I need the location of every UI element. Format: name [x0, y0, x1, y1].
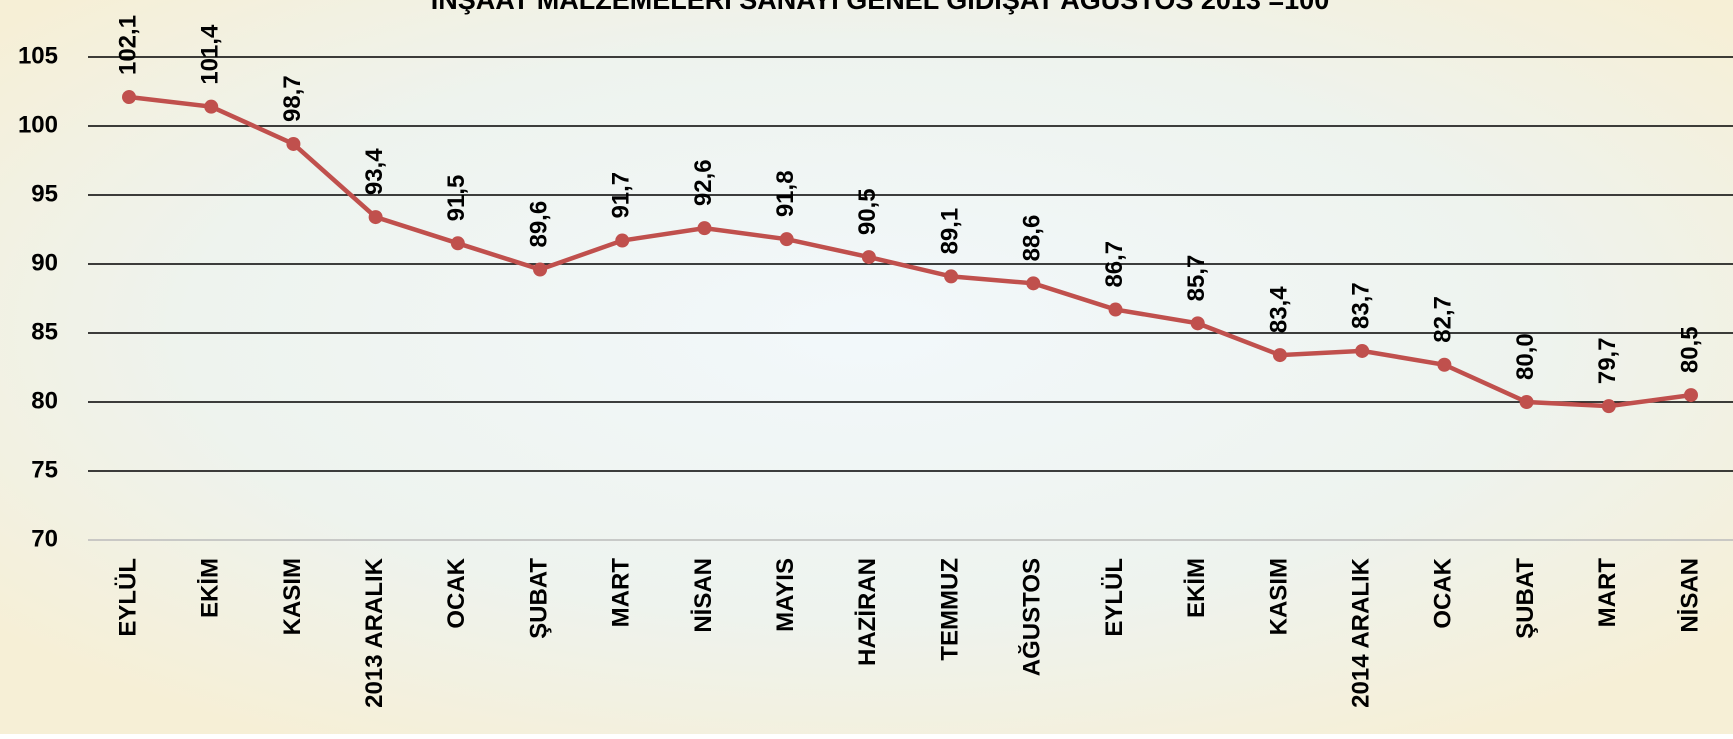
x-tick-label: HAZİRAN [854, 558, 881, 666]
x-tick-label: TEMMUZ [936, 558, 963, 661]
point [615, 233, 630, 248]
value-label: 98,7 [279, 75, 306, 122]
y-tick-label: 95 [31, 180, 58, 207]
x-tick-label: KASIM [279, 558, 306, 635]
x-tick-label: EYLÜL [114, 558, 141, 637]
x-tick-label: ŞUBAT [525, 558, 552, 639]
point [697, 221, 712, 236]
x-tick-label: 2014 ARALIK [1348, 557, 1375, 707]
x-tick-label: EKİM [1183, 558, 1210, 618]
value-label: 102,1 [114, 15, 141, 75]
x-tick-label: MAYIS [772, 558, 799, 632]
value-label: 91,7 [608, 172, 635, 219]
value-label: 91,8 [772, 170, 799, 217]
point [1601, 399, 1616, 414]
value-label: 86,7 [1101, 241, 1128, 288]
point [1519, 395, 1534, 409]
point [1437, 357, 1452, 372]
point [1272, 348, 1287, 363]
x-tick-label: NİSAN [1676, 558, 1703, 633]
point [122, 90, 136, 105]
y-tick-label: 90 [31, 249, 58, 276]
point [1355, 343, 1370, 358]
y-tick-label: 100 [18, 111, 58, 138]
x-tick-label: OCAK [443, 557, 470, 628]
x-tick-label: OCAK [1430, 557, 1457, 628]
x-tick-label: NİSAN [690, 558, 717, 633]
point [286, 136, 301, 151]
x-tick-label: 2013 ARALIK [361, 557, 388, 707]
value-label: 80,0 [1512, 333, 1539, 380]
point [779, 232, 794, 247]
value-label: 92,6 [690, 159, 717, 206]
y-tick-label: 105 [18, 42, 58, 69]
x-tick-label: KASIM [1265, 558, 1292, 635]
value-label: 83,7 [1348, 282, 1375, 329]
point [861, 250, 876, 265]
value-label: 101,4 [197, 24, 224, 85]
x-tick-label: EKİM [197, 558, 224, 618]
x-tick-label: MART [1594, 558, 1621, 628]
point [944, 269, 959, 284]
value-label: 89,1 [936, 208, 963, 255]
value-label: 82,7 [1430, 296, 1457, 343]
point [1026, 276, 1041, 291]
x-tick-label: EYLÜL [1101, 558, 1128, 637]
value-label: 83,4 [1265, 286, 1292, 333]
point [1684, 388, 1698, 403]
value-label: 93,4 [361, 148, 388, 195]
point [368, 210, 383, 225]
chart-title: İNŞAAT MALZEMELERİ SANAYİ GENEL GİDİŞAT … [431, 0, 1329, 15]
value-label: 88,6 [1019, 215, 1046, 262]
value-label: 91,5 [443, 175, 470, 222]
y-tick-label: 75 [31, 456, 58, 483]
point [204, 99, 219, 114]
line [128, 94, 1692, 409]
point [1190, 316, 1205, 331]
y-tick-label: 80 [31, 387, 58, 414]
value-label: 90,5 [854, 188, 881, 235]
value-label: 89,6 [525, 201, 552, 248]
y-tick-label: 85 [31, 318, 58, 345]
point [533, 262, 548, 277]
value-label: 85,7 [1183, 255, 1210, 302]
point [1108, 302, 1123, 317]
value-label: 79,7 [1594, 337, 1621, 384]
y-tick-label: 70 [31, 525, 58, 552]
point [450, 236, 465, 251]
x-tick-label: AĞUSTOS [1018, 558, 1046, 676]
x-tick-label: MART [608, 558, 635, 628]
value-label: 80,5 [1676, 326, 1703, 373]
x-tick-label: ŞUBAT [1512, 558, 1539, 639]
